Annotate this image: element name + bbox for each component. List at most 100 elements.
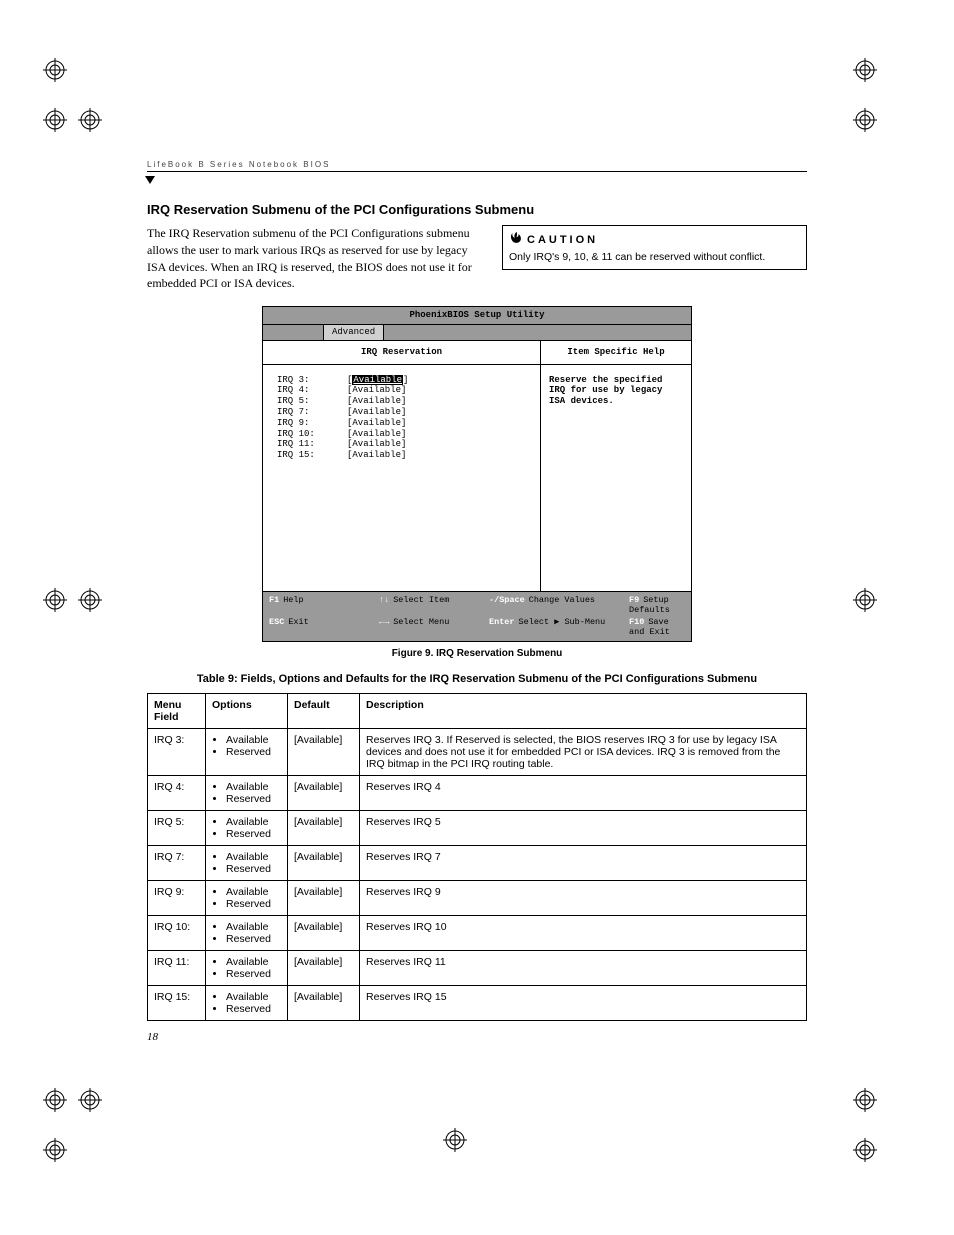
cell-menu-field: IRQ 4: [148,775,206,810]
bios-irq-value[interactable]: [Available] [347,439,406,450]
bios-label-select-item: Select Item [393,595,449,605]
bios-irq-value[interactable]: [Available] [347,407,406,418]
intro-paragraph: The IRQ Reservation submenu of the PCI C… [147,225,486,292]
bios-irq-row[interactable]: IRQ 10:[Available] [277,429,526,440]
bios-irq-row[interactable]: IRQ 3:[Available] [277,375,526,386]
bios-irq-label: IRQ 9: [277,418,347,429]
table-row: IRQ 11:AvailableReserved[Available]Reser… [148,950,807,985]
option-item: Available [226,921,281,933]
bios-irq-row[interactable]: IRQ 15:[Available] [277,450,526,461]
bios-irq-row[interactable]: IRQ 4:[Available] [277,385,526,396]
header-rule [147,171,807,172]
registration-mark-icon [43,1088,67,1112]
bios-key-updown: ↑↓ [379,595,393,605]
cell-options: AvailableReserved [206,985,288,1020]
option-item: Available [226,816,281,828]
cell-description: Reserves IRQ 11 [360,950,807,985]
table-row: IRQ 7:AvailableReserved[Available]Reserv… [148,845,807,880]
option-item: Reserved [226,1003,281,1015]
registration-mark-icon [78,108,102,132]
table-row: IRQ 9:AvailableReserved[Available]Reserv… [148,880,807,915]
bios-irq-label: IRQ 10: [277,429,347,440]
cell-description: Reserves IRQ 15 [360,985,807,1020]
bios-irq-list: IRQ 3:[Available]IRQ 4:[Available]IRQ 5:… [263,365,540,591]
cell-options: AvailableReserved [206,728,288,775]
th-default: Default [288,693,360,728]
cell-description: Reserves IRQ 9 [360,880,807,915]
option-item: Reserved [226,968,281,980]
bios-key-f10: F10 [629,617,648,627]
table-title: Table 9: Fields, Options and Defaults fo… [147,673,807,685]
cell-default: [Available] [288,915,360,950]
registration-mark-icon [853,1138,877,1162]
registration-mark-icon [43,108,67,132]
figure-caption: Figure 9. IRQ Reservation Submenu [147,648,807,659]
bios-key-space: -/Space [489,595,529,605]
option-item: Available [226,781,281,793]
registration-mark-icon [853,58,877,82]
cell-menu-field: IRQ 9: [148,880,206,915]
bios-irq-label: IRQ 15: [277,450,347,461]
caution-body: Only IRQ's 9, 10, & 11 can be reserved w… [503,249,806,269]
cell-default: [Available] [288,728,360,775]
caution-label: CAUTION [527,234,598,246]
bios-irq-value[interactable]: [Available] [347,385,406,396]
option-item: Reserved [226,933,281,945]
bios-irq-row[interactable]: IRQ 7:[Available] [277,407,526,418]
bios-irq-value[interactable]: [Available] [347,429,406,440]
cell-options: AvailableReserved [206,845,288,880]
option-item: Reserved [226,828,281,840]
bios-key-esc: ESC [269,617,288,627]
cell-options: AvailableReserved [206,775,288,810]
registration-mark-icon [43,1138,67,1162]
bios-tab-advanced[interactable]: Advanced [323,325,384,340]
bios-label-change-values: Change Values [529,595,595,605]
table-row: IRQ 3:AvailableReserved[Available]Reserv… [148,728,807,775]
bios-tab-spacer [263,325,323,340]
option-item: Available [226,991,281,1003]
bios-irq-row[interactable]: IRQ 5:[Available] [277,396,526,407]
th-options: Options [206,693,288,728]
bios-help-title: Item Specific Help [541,341,691,365]
cell-default: [Available] [288,810,360,845]
page-content: LifeBook B Series Notebook BIOS IRQ Rese… [147,160,807,1043]
caution-icon [509,230,523,249]
bios-key-enter: Enter [489,617,519,627]
bios-irq-value[interactable]: [Available] [347,418,406,429]
cell-description: Reserves IRQ 7 [360,845,807,880]
option-item: Available [226,886,281,898]
table-row: IRQ 15:AvailableReserved[Available]Reser… [148,985,807,1020]
bios-irq-row[interactable]: IRQ 9:[Available] [277,418,526,429]
bios-irq-label: IRQ 3: [277,375,347,386]
option-item: Reserved [226,863,281,875]
bios-help-text: Reserve the specified IRQ for use by leg… [541,365,691,417]
cell-default: [Available] [288,985,360,1020]
registration-mark-icon [853,1088,877,1112]
cell-default: [Available] [288,950,360,985]
th-description: Description [360,693,807,728]
bios-irq-value[interactable]: [Available] [347,375,408,386]
table-header-row: Menu Field Options Default Description [148,693,807,728]
running-header: LifeBook B Series Notebook BIOS [147,160,807,169]
cell-description: Reserves IRQ 5 [360,810,807,845]
bios-key-f9: F9 [629,595,643,605]
page-number: 18 [147,1031,807,1043]
cell-description: Reserves IRQ 4 [360,775,807,810]
bios-key-f1: F1 [269,595,283,605]
bios-irq-value[interactable]: [Available] [347,450,406,461]
bios-irq-value[interactable]: [Available] [347,396,406,407]
cell-default: [Available] [288,880,360,915]
option-item: Available [226,734,281,746]
registration-mark-icon [43,58,67,82]
table-row: IRQ 5: AvailableReserved [Available]Reserv… [148,810,807,845]
cell-menu-field: IRQ 7: [148,845,206,880]
bios-irq-row[interactable]: IRQ 11:[Available] [277,439,526,450]
bios-label-exit: Exit [288,617,308,627]
registration-mark-icon [853,108,877,132]
cell-menu-field: IRQ 3: [148,728,206,775]
cell-options: AvailableReserved [206,915,288,950]
option-item: Available [226,851,281,863]
cell-menu-field: IRQ 5: [148,810,206,845]
bios-screenshot: PhoenixBIOS Setup Utility Advanced IRQ R… [262,306,692,641]
options-table: Menu Field Options Default Description I… [147,693,807,1021]
